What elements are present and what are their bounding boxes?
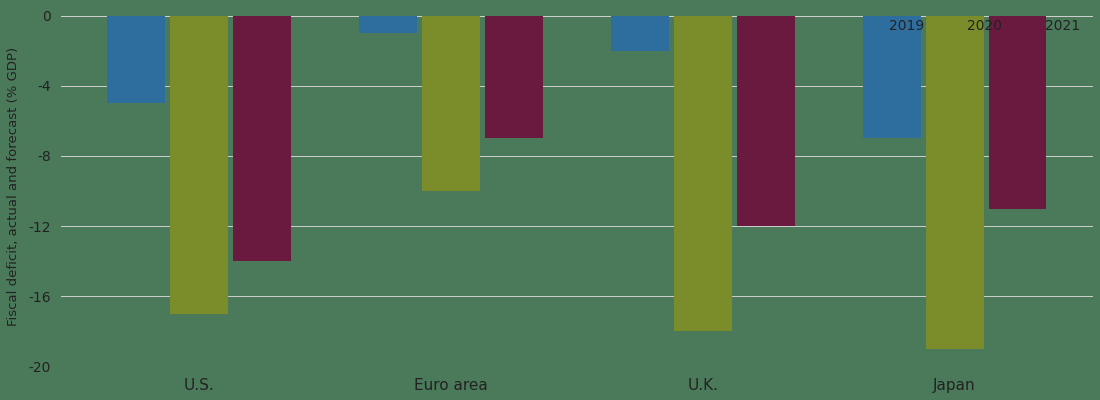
Bar <box>925 16 983 349</box>
Bar <box>674 16 732 331</box>
Bar <box>989 16 1046 208</box>
Bar <box>737 16 794 226</box>
Y-axis label: Fiscal deficit, actual and forecast (% GDP): Fiscal deficit, actual and forecast (% G… <box>7 47 20 326</box>
Bar <box>862 16 921 138</box>
Bar <box>107 16 165 103</box>
Bar <box>233 16 292 261</box>
Bar <box>485 16 542 138</box>
Bar <box>610 16 669 51</box>
Bar <box>359 16 417 33</box>
Bar <box>170 16 228 314</box>
Bar <box>422 16 480 191</box>
Legend: 2019, 2020, 2021: 2019, 2020, 2021 <box>857 14 1086 39</box>
